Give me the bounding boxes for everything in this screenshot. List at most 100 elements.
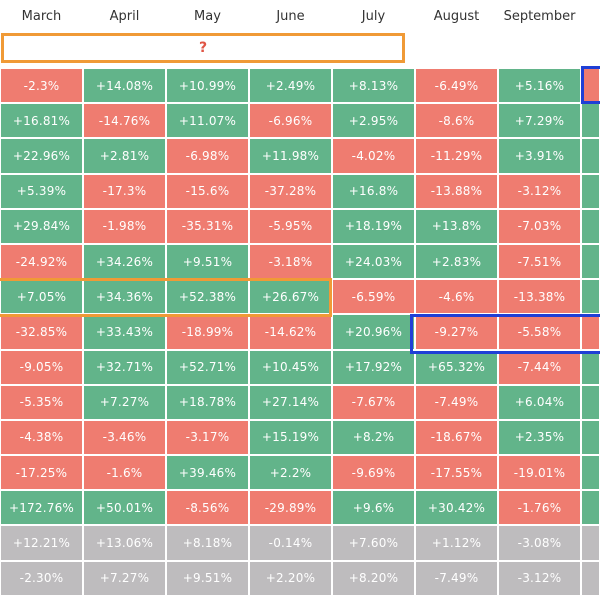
cell-row-2-may: +11.07% [166,103,249,139]
month-header-august: August [433,8,480,24]
cell-row-14-april: +13.06% [83,525,166,561]
cell-row-10-may: +18.78% [166,384,249,420]
cell-row-13-march: +172.76% [0,490,83,526]
cell-row-6-august: +2.83% [415,243,498,280]
month-header-may: May [194,8,221,24]
cell-row-13-april: +50.01% [83,490,166,526]
cell-row-3-overflow [581,138,600,174]
cell-row-14-july: +7.60% [332,525,415,561]
cell-row-9-september: -7.44% [498,349,581,385]
month-header-overflow [581,0,600,32]
cell-row-9-june: +10.45% [249,349,332,385]
cell-row-6-overflow [581,243,600,280]
returns-heatmap-grid: -2.3% +14.08% +10.99% +2.49% +8.13% -6.49% +5.… [0,68,600,600]
cell-row-1-april: +14.08% [83,68,166,104]
cell-row-9-may: +52.71% [166,349,249,385]
cell-row-9-august: +65.32% [415,349,498,385]
cell-row-5-august: +13.8% [415,208,498,244]
cell-row-2-august: -8.6% [415,103,498,139]
cell-row-9-april: +32.71% [83,349,166,385]
cell-row-3-july: -4.02% [332,138,415,174]
cell-row-5-march: +29.84% [0,208,83,244]
cell-row-13-may: -8.56% [166,490,249,526]
cell-row-1-may: +10.99% [166,68,249,104]
cell-row-4-overflow [581,173,600,209]
cell-row-6-april: +34.26% [83,243,166,280]
cell-row-13-august: +30.42% [415,490,498,526]
question-placeholder-box[interactable]: ? [1,33,405,63]
cell-row-12-may: +39.46% [166,455,249,491]
cell-row-10-june: +27.14% [249,384,332,420]
cell-row-12-june: +2.2% [249,455,332,491]
cell-row-1-july: +8.13% [332,68,415,104]
cell-row-7-august: -4.6% [415,279,498,315]
cell-row-12-august: -17.55% [415,455,498,491]
cell-row-4-may: -15.6% [166,173,249,209]
cell-row-15-september: -3.12% [498,560,581,596]
cell-row-11-september: +2.35% [498,419,581,456]
month-header-september: September [503,8,576,24]
cell-row-8-april: +33.43% [83,314,166,350]
cell-row-5-overflow [581,208,600,244]
cell-row-4-august: -13.88% [415,173,498,209]
cell-row-15-july: +8.20% [332,560,415,596]
cell-row-6-may: +9.51% [166,243,249,280]
cell-row-15-may: +9.51% [166,560,249,596]
cell-row-12-september: -19.01% [498,455,581,491]
cell-row-1-june: +2.49% [249,68,332,104]
cell-row-10-july: -7.67% [332,384,415,420]
cell-row-14-june: -0.14% [249,525,332,561]
cell-row-11-may: -3.17% [166,419,249,456]
cell-row-14-overflow [581,525,600,561]
cell-row-10-april: +7.27% [83,384,166,420]
cell-row-3-march: +22.96% [0,138,83,174]
cell-row-11-april: -3.46% [83,419,166,456]
cell-row-8-august: -9.27% [415,314,498,350]
cell-row-3-june: +11.98% [249,138,332,174]
cell-row-2-september: +7.29% [498,103,581,139]
month-header-june: June [276,8,305,24]
cell-row-7-september: -13.38% [498,279,581,315]
cell-row-3-april: +2.81% [83,138,166,174]
cell-row-2-july: +2.95% [332,103,415,139]
cell-row-5-april: -1.98% [83,208,166,244]
cell-row-7-april: +34.36% [83,279,166,315]
cell-row-5-july: +18.19% [332,208,415,244]
cell-row-14-august: +1.12% [415,525,498,561]
month-header-april: April [109,8,140,24]
cell-row-2-june: -6.96% [249,103,332,139]
cell-row-7-march: +7.05% [0,279,83,315]
cell-row-10-august: -7.49% [415,384,498,420]
cell-row-7-may: +52.38% [166,279,249,315]
cell-row-15-april: +7.27% [83,560,166,596]
cell-row-13-september: -1.76% [498,490,581,526]
cell-row-9-july: +17.92% [332,349,415,385]
cell-row-13-overflow [581,490,600,526]
cell-row-13-june: -29.89% [249,490,332,526]
cell-row-14-september: -3.08% [498,525,581,561]
month-header-july: July [361,8,386,24]
cell-row-6-july: +24.03% [332,243,415,280]
cell-row-6-june: -3.18% [249,243,332,280]
cell-row-8-september: -5.58% [498,314,581,350]
cell-row-9-march: -9.05% [0,349,83,385]
cell-row-5-september: -7.03% [498,208,581,244]
cell-row-10-september: +6.04% [498,384,581,420]
month-header-march: March [21,8,62,24]
cell-row-3-august: -11.29% [415,138,498,174]
cell-row-11-july: +8.2% [332,419,415,456]
cell-row-15-overflow [581,560,600,596]
cell-row-10-overflow [581,384,600,420]
cell-row-8-june: -14.62% [249,314,332,350]
question-mark: ? [198,40,208,56]
cell-row-7-july: -6.59% [332,279,415,315]
month-header-row: March April May June July August Septemb… [0,0,600,32]
cell-row-4-june: -37.28% [249,173,332,209]
cell-row-7-overflow [581,279,600,315]
cell-row-1-overflow [581,68,600,104]
cell-row-7-june: +26.67% [249,279,332,315]
cell-row-3-may: -6.98% [166,138,249,174]
cell-row-14-march: +12.21% [0,525,83,561]
cell-row-12-overflow [581,455,600,491]
cell-row-15-march: -2.30% [0,560,83,596]
